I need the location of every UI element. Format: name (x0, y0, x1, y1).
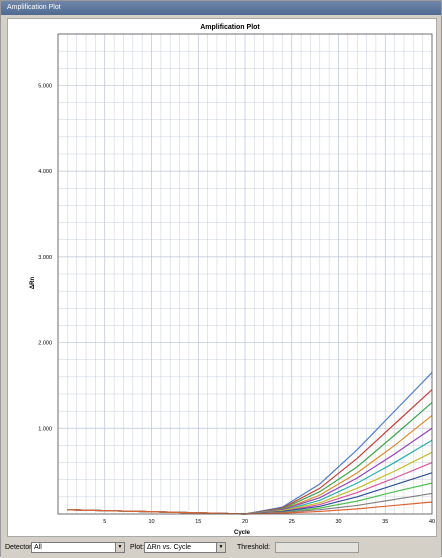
detector-select[interactable]: All ▼ (31, 542, 125, 553)
bottom-toolbar: Detector: All ▼ Plot: ΔRn vs. Cycle ▼ Th… (1, 539, 441, 558)
detector-label: Detector: (5, 544, 34, 551)
series-lines (67, 372, 433, 515)
plot-panel: 5 10 15 20 25 30 35 40 1.000 2.000 3.000 4.000 5.000… (7, 18, 437, 537)
window-title: Amplification Plot (1, 1, 441, 15)
y-axis-label: ΔRn (30, 277, 36, 290)
x-tick-label: 40 (429, 519, 435, 525)
plot-frame (57, 33, 433, 515)
x-tick-label: 5 (103, 519, 106, 525)
y-tick-label: 3.000 (38, 255, 52, 261)
y-tick-label: 2.000 (38, 341, 52, 347)
plot-value: ΔRn vs. Cycle (147, 544, 191, 551)
amplification-chart: 5 10 15 20 25 30 35 40 1.000 2.000 3.000 4.000 5.000… (30, 24, 435, 536)
y-tick-label: 5.000 (38, 83, 52, 89)
chevron-down-icon[interactable]: ▼ (115, 543, 124, 552)
grid-lines (57, 33, 433, 515)
x-tick-label: 15 (195, 519, 201, 525)
x-tick-label: 20 (242, 519, 248, 525)
plot-select[interactable]: ΔRn vs. Cycle ▼ (144, 542, 226, 553)
series-line (67, 372, 433, 515)
detector-value: All (34, 544, 42, 551)
x-tick-label: 10 (148, 519, 154, 525)
series-line (67, 482, 433, 515)
y-tick-label: 4.000 (38, 169, 52, 175)
threshold-label: Threshold: (237, 544, 271, 551)
chevron-down-icon[interactable]: ▼ (216, 543, 225, 552)
series-line (67, 501, 433, 515)
x-tick-label: 35 (382, 519, 388, 525)
threshold-input[interactable] (275, 542, 359, 553)
x-axis-label: Cycle (234, 530, 251, 536)
x-tick-label: 30 (335, 519, 341, 525)
y-tick-label: 1.000 (38, 426, 52, 432)
series-line (67, 451, 433, 515)
axes: 5 10 15 20 25 30 35 40 1.000 2.000 3.000 4.000 5.000 (38, 33, 435, 525)
series-line (67, 389, 433, 515)
plot-label: Plot: (130, 544, 145, 551)
x-tick-label: 25 (289, 519, 295, 525)
series-line (67, 462, 433, 515)
series-line (67, 427, 433, 515)
chart-title: Amplification Plot (200, 24, 260, 31)
series-line (67, 439, 433, 515)
